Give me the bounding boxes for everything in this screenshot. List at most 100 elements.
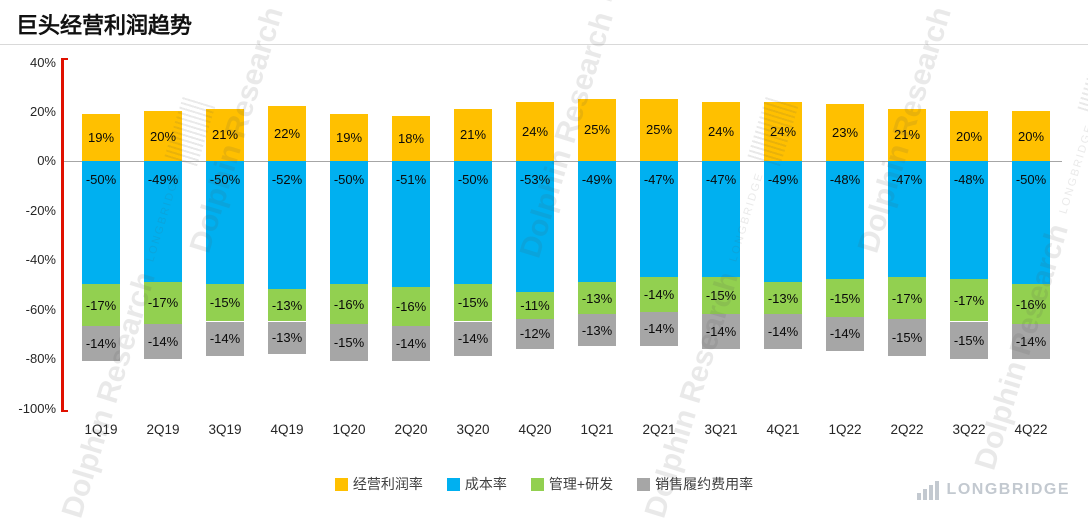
bar-segment-2: -16% <box>1012 284 1050 324</box>
bar-value-label: -47% <box>705 171 737 187</box>
bar-value-label: -15% <box>333 335 365 350</box>
bar-value-label: -50% <box>333 171 365 187</box>
bar-value-label: 24% <box>769 123 797 139</box>
plot-area: 40% 20% 0% -20% -40% -60% -80% -100% 19% -50% -17%… <box>18 55 1062 437</box>
bar-value-label: -14% <box>643 286 675 302</box>
y-axis-tick-label: -40% <box>25 252 56 268</box>
bar-value-label: 20% <box>1017 128 1045 144</box>
bar-value-label: -14% <box>209 331 241 347</box>
bar-segment-3: -14% <box>764 314 802 349</box>
bar-segment-1: -50% <box>454 160 492 285</box>
legend-label: 成本率 <box>464 476 507 492</box>
x-axis-category-label: 1Q20 <box>332 422 366 437</box>
y-axis-tick-label: 20% <box>29 103 56 119</box>
bar-segment-1: -50% <box>330 160 368 285</box>
bar-segment-3: -14% <box>392 326 430 362</box>
bar-value-label: -47% <box>643 171 675 187</box>
y-axis-tick-label: 40% <box>29 54 56 70</box>
bar-segment-2: -13% <box>578 281 616 315</box>
bar-value-label: -13% <box>581 322 613 338</box>
y-axis-tick-label: -60% <box>25 301 56 317</box>
y-axis-tick-label: 0% <box>37 153 56 169</box>
bar-value-label: -14% <box>1015 333 1047 349</box>
x-axis-category-label: 2Q19 <box>146 422 180 437</box>
bar-value-label: -15% <box>457 295 489 311</box>
bar-value-label: 25% <box>583 122 611 138</box>
bar-segment-2: -17% <box>144 281 182 324</box>
bar-segment-2: -11% <box>516 291 554 319</box>
bar-value-label: -15% <box>953 332 985 348</box>
bar-value-label: -48% <box>953 171 985 187</box>
legend-label: 经营利润率 <box>352 476 423 492</box>
x-axis-category-label: 3Q19 <box>208 422 242 437</box>
bar-segment-3: -13% <box>578 314 616 347</box>
bar-value-label: -49% <box>147 171 179 187</box>
bar-segment-1: -49% <box>764 160 802 282</box>
bar-value-label: -13% <box>581 290 613 306</box>
bar-segment-1: -50% <box>1012 160 1050 285</box>
bar-value-label: 23% <box>831 124 859 140</box>
bar-segment-0: 21% <box>206 108 244 161</box>
bar-segment-2: -17% <box>82 284 120 327</box>
y-axis-tick-label: -20% <box>25 202 56 218</box>
bar-value-label: 19% <box>335 129 363 145</box>
watermark-subtext: LONGBRIDGE <box>602 0 641 3</box>
bar-value-label: -15% <box>891 330 923 346</box>
bar-segment-1: -53% <box>516 160 554 292</box>
bar-segment-0: 19% <box>82 113 120 161</box>
bar-segment-1: -47% <box>640 160 678 277</box>
bar-value-label: -17% <box>147 295 179 311</box>
bar-value-label: -53% <box>519 171 551 187</box>
bar-value-label: -47% <box>891 171 923 187</box>
bar-segment-3: -13% <box>268 321 306 354</box>
bar-segment-0: 25% <box>578 99 616 161</box>
bar-value-label: 21% <box>893 127 921 143</box>
bar-segment-1: -48% <box>950 160 988 280</box>
title-divider <box>0 44 1088 45</box>
bar-value-label: -14% <box>147 333 179 349</box>
bar-value-label: -14% <box>643 321 675 337</box>
bar-segment-3: -15% <box>330 323 368 362</box>
y-axis-red-bracket <box>61 58 68 412</box>
logo-bars-icon <box>916 481 939 500</box>
bar-segment-0: 22% <box>268 106 306 161</box>
logo-bar <box>934 481 939 500</box>
bar-value-label: -50% <box>85 171 117 187</box>
bar-segment-2: -15% <box>454 284 492 322</box>
bar-value-label: -15% <box>209 295 241 311</box>
legend-item: 成本率 <box>446 474 507 494</box>
bar-segment-1: -52% <box>268 160 306 290</box>
bar-value-label: -14% <box>705 323 737 339</box>
bar-segment-0: 23% <box>826 104 864 161</box>
x-axis-category-label: 3Q22 <box>952 422 986 437</box>
longbridge-logo: LONGBRIDGE <box>916 481 1070 500</box>
legend-item: 销售履约费用率 <box>637 474 753 494</box>
bar-segment-3: -14% <box>702 314 740 349</box>
bar-segment-0: 20% <box>950 111 988 161</box>
bar-segment-2: -15% <box>702 277 740 315</box>
y-axis-tick-label: -80% <box>25 351 56 367</box>
bar-segment-2: -15% <box>826 279 864 317</box>
bar-segment-3: -15% <box>950 321 988 359</box>
legend-label: 管理+研发 <box>548 476 614 492</box>
bar-value-label: 24% <box>521 123 549 139</box>
bar-segment-0: 21% <box>454 108 492 161</box>
x-axis-category-label: 2Q22 <box>890 422 924 437</box>
bar-segment-0: 25% <box>640 99 678 161</box>
bar-value-label: -52% <box>271 171 303 187</box>
bar-value-label: 19% <box>87 129 115 145</box>
x-axis-category-label: 4Q19 <box>270 422 304 437</box>
bar-value-label: -14% <box>395 336 427 352</box>
bar-value-label: -50% <box>1015 171 1047 187</box>
bar-segment-2: -17% <box>888 277 926 319</box>
bar-segment-0: 21% <box>888 108 926 161</box>
watermark-barcode-icon <box>1077 46 1088 118</box>
logo-bar <box>922 489 927 500</box>
bar-value-label: -14% <box>767 323 799 339</box>
legend-item: 经营利润率 <box>334 474 423 494</box>
chart-title: 巨头经营利润趋势 <box>16 13 193 38</box>
bar-segment-1: -49% <box>144 160 182 282</box>
chart-legend: 经营利润率 成本率 管理+研发 销售履约费用率 <box>0 474 1088 494</box>
bar-value-label: -50% <box>457 171 489 187</box>
bar-value-label: -17% <box>953 292 985 308</box>
